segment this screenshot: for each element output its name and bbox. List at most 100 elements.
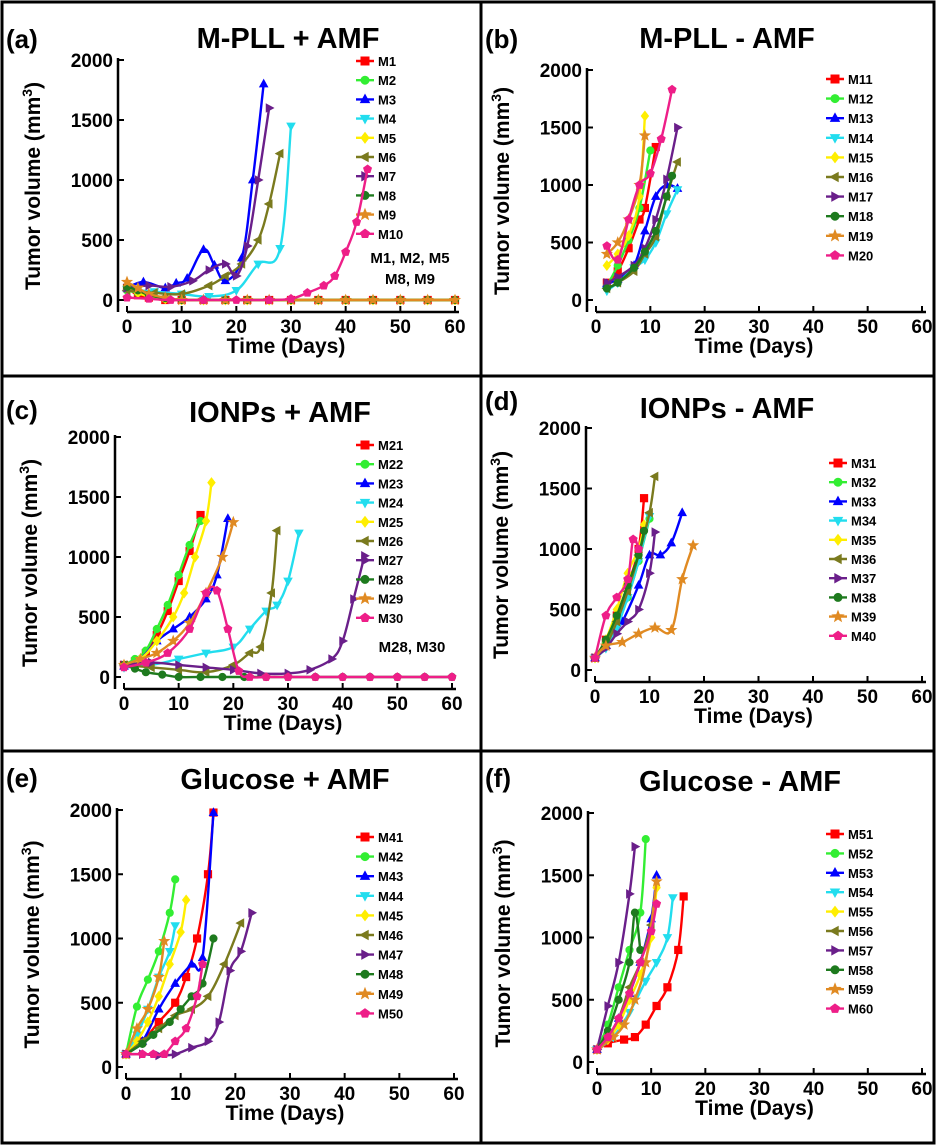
chart-title: Glucose + AMF: [180, 764, 389, 796]
panel-label: (a): [6, 24, 38, 54]
data-point: [152, 635, 162, 647]
data-point: [265, 103, 275, 113]
data-point: [205, 265, 215, 275]
data-point: [650, 191, 661, 200]
data-point: [237, 946, 247, 957]
x-tick-label: 50: [857, 687, 878, 708]
legend-entry: M22: [356, 457, 403, 472]
data-point: [624, 214, 634, 224]
y-axis-title-text: Tumor volume (mm: [490, 466, 513, 659]
x-tick-label: 20: [226, 317, 247, 338]
data-point: [188, 1042, 197, 1053]
data-point: [165, 908, 174, 917]
data-point: [638, 129, 652, 141]
series-M4: [122, 122, 296, 302]
legend-label: M58: [848, 963, 873, 978]
data-point: [204, 1036, 214, 1047]
data-point: [204, 293, 214, 302]
legend-label: M29: [378, 592, 403, 607]
series-M57: [593, 841, 641, 1055]
x-tick-label: 20: [225, 1084, 246, 1105]
y-tick-label: 2000: [68, 428, 110, 449]
y-axis-title-close: ): [22, 82, 45, 89]
data-point: [171, 1049, 181, 1059]
legend-marker: [828, 228, 842, 242]
y-tick-label: 1500: [540, 119, 582, 140]
x-axis-title: Time (Days): [694, 705, 813, 728]
data-point: [648, 621, 662, 633]
series-M60: [592, 899, 662, 1054]
legend-marker: [360, 440, 370, 450]
y-tick-label: 0: [570, 661, 581, 682]
legend-entry: M8: [356, 188, 396, 203]
legend-label: M5: [378, 131, 396, 146]
x-tick-label: 0: [592, 1079, 603, 1100]
x-tick-label: 40: [335, 317, 356, 338]
legend-marker: [831, 609, 845, 623]
legend-label: M45: [378, 908, 403, 923]
data-point: [271, 525, 281, 536]
data-point: [272, 601, 282, 611]
x-tick-label: 0: [591, 317, 602, 338]
data-point: [137, 1049, 147, 1058]
y-tick-label: 2000: [70, 801, 112, 822]
data-point: [165, 958, 174, 970]
y-axis-title-sup: 3: [489, 846, 505, 854]
data-point: [132, 1002, 142, 1011]
x-axis-title: Time (Days): [226, 1102, 345, 1125]
legend-marker: [830, 965, 840, 975]
series-M18: [602, 171, 677, 293]
legend-entry: M36: [829, 552, 876, 567]
data-point: [420, 672, 430, 681]
data-point: [319, 280, 329, 290]
data-point: [639, 526, 649, 535]
x-tick-label: 30: [280, 317, 301, 338]
legend-marker: [359, 151, 369, 163]
legend-marker: [361, 554, 371, 566]
data-point: [248, 907, 258, 918]
y-tick-label: 0: [571, 291, 582, 312]
x-tick-label: 60: [911, 1079, 932, 1100]
y-tick-label: 2000: [540, 61, 582, 82]
legend-marker: [359, 892, 371, 902]
data-point: [223, 624, 233, 633]
data-point: [145, 280, 155, 291]
x-tick-label: 40: [332, 694, 353, 715]
y-tick-label: 0: [572, 1053, 583, 1074]
data-point: [672, 157, 681, 167]
panel-label: (c): [6, 395, 38, 425]
y-tick-label: 2000: [541, 804, 583, 825]
data-point: [170, 922, 181, 932]
data-point: [645, 168, 655, 178]
y-axis-title-close: ): [492, 839, 515, 846]
legend-marker: [830, 74, 840, 84]
legend-marker: [360, 56, 370, 66]
data-point: [203, 280, 213, 291]
y-axis-title: Tumor volume (mm3): [489, 839, 515, 1047]
legend-entry: M20: [826, 248, 873, 263]
x-tick-label: 40: [803, 1079, 824, 1100]
data-point: [652, 214, 662, 225]
x-tick-label: 30: [279, 1084, 300, 1105]
x-tick-label: 10: [641, 1079, 662, 1100]
legend-marker: [360, 852, 370, 862]
y-axis-title-sup: 3: [488, 94, 504, 102]
legend-label: M16: [848, 170, 873, 185]
legend-marker: [360, 574, 370, 584]
data-point: [612, 611, 621, 620]
legend-label: M1: [378, 54, 396, 69]
chart-panel-e: (e) Glucose + AMF 0 10 20 30 40 50 60 0 500 1000 150…: [6, 763, 465, 1125]
data-point: [253, 260, 264, 270]
x-tick-label: 50: [387, 694, 408, 715]
legend-marker: [829, 112, 841, 122]
legend-entry: M1: [356, 54, 396, 69]
legend-label: M52: [848, 846, 873, 861]
legend-marker: [830, 250, 840, 260]
legend-entry: M54: [826, 885, 874, 900]
data-point: [158, 670, 167, 679]
series-M30: [119, 585, 457, 681]
data-point: [656, 134, 666, 143]
y-axis-title-sup: 3: [16, 466, 32, 474]
legend-entry: M11: [826, 72, 873, 87]
x-tick-label: 50: [857, 1079, 878, 1100]
